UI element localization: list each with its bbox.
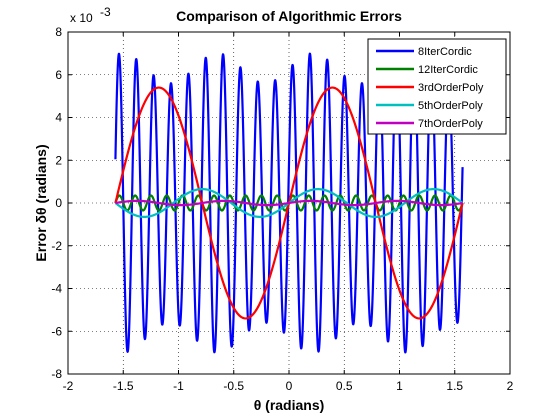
legend: 8IterCordic 12IterCordic 3rdOrderPoly 5thOr… [367, 38, 507, 135]
chart-title: Comparison of Algorithmic Errors [176, 8, 402, 24]
series-layer [114, 52, 464, 354]
y-tick-label: -2 [51, 239, 62, 253]
legend-label: 5thOrderPoly [418, 100, 483, 112]
axis-layer: -2 -1.5 -1 -0.5 0 0.5 1 1.5 2 -8 -6 -4 -2 0 2 4 6 8 [51, 25, 513, 393]
y-tick-label: 0 [55, 196, 62, 210]
y-tick-label: 8 [55, 25, 62, 39]
y-tick-label: -4 [51, 282, 62, 296]
legend-label: 8IterCordic [418, 46, 472, 58]
y-axis-title: Error δθ (radians) [33, 144, 49, 261]
y-exponent-power: -3 [100, 5, 111, 19]
legend-entries: 8IterCordic 12IterCordic 3rdOrderPoly 5thOr… [376, 46, 484, 130]
y-tick-label: 2 [55, 153, 62, 167]
legend-label: 12IterCordic [418, 64, 478, 76]
x-tick-label: -1.5 [113, 379, 134, 393]
x-tick-label: 2 [507, 379, 514, 393]
x-tick-label: 0 [286, 379, 293, 393]
y-tick-label: -8 [51, 367, 62, 381]
x-tick-label: 0.5 [336, 379, 353, 393]
x-tick-label: -1 [173, 379, 184, 393]
series-line-8itercordic [114, 52, 464, 354]
y-tick-label: -6 [51, 324, 62, 338]
y-tick-label: 6 [55, 68, 62, 82]
y-exponent-label: x 10 [70, 11, 93, 25]
x-axis-title: θ (radians) [254, 397, 325, 413]
legend-label: 3rdOrderPoly [418, 82, 484, 94]
x-tick-label: -0.5 [223, 379, 244, 393]
x-tick-label: 1 [396, 379, 403, 393]
legend-label: 7thOrderPoly [418, 118, 483, 130]
x-tick-label: -2 [63, 379, 74, 393]
x-tick-label: 1.5 [446, 379, 463, 393]
y-tick-label: 4 [55, 111, 62, 125]
series-line-7thorderpoly [115, 199, 463, 207]
